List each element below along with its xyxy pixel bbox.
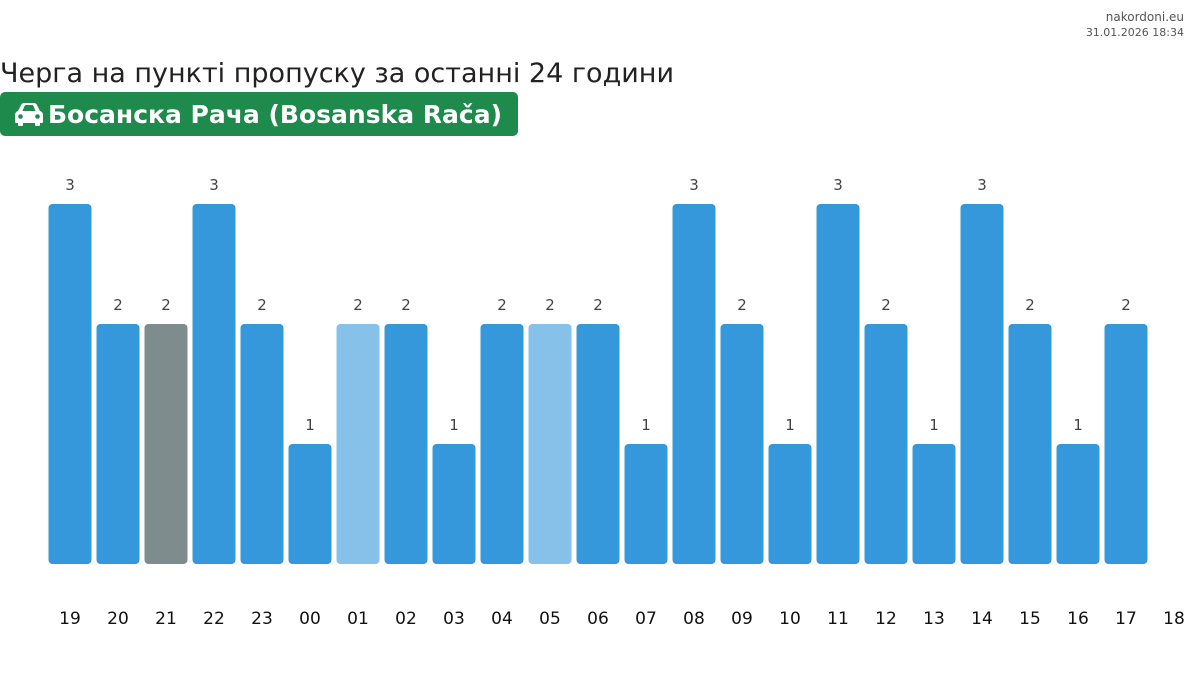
bar-23 bbox=[240, 324, 284, 564]
value-label-15: 2 bbox=[1025, 296, 1035, 314]
bar-17 bbox=[1104, 324, 1148, 564]
x-tick-12: 12 bbox=[875, 609, 897, 629]
x-tick-11: 11 bbox=[827, 609, 849, 629]
value-label-05: 2 bbox=[545, 296, 555, 314]
value-label-17: 2 bbox=[1121, 296, 1131, 314]
x-tick-06: 06 bbox=[587, 609, 609, 629]
x-tick-16: 16 bbox=[1067, 609, 1089, 629]
x-tick-15: 15 bbox=[1019, 609, 1041, 629]
bar-02 bbox=[384, 324, 428, 564]
value-label-19: 3 bbox=[65, 176, 75, 194]
bar-22 bbox=[192, 204, 236, 564]
value-label-10: 1 bbox=[785, 416, 795, 434]
bar-08 bbox=[672, 204, 716, 564]
value-label-09: 2 bbox=[737, 296, 747, 314]
x-tick-13: 13 bbox=[923, 609, 945, 629]
x-tick-02: 02 bbox=[395, 609, 417, 629]
value-label-07: 1 bbox=[641, 416, 651, 434]
bar-20 bbox=[96, 324, 140, 564]
value-label-06: 2 bbox=[593, 296, 603, 314]
bar-03 bbox=[432, 444, 476, 564]
value-label-01: 2 bbox=[353, 296, 363, 314]
bar-00 bbox=[288, 444, 332, 564]
value-label-14: 3 bbox=[977, 176, 987, 194]
x-tick-19: 19 bbox=[59, 609, 81, 629]
value-label-02: 2 bbox=[401, 296, 411, 314]
value-label-20: 2 bbox=[113, 296, 123, 314]
x-tick-09: 09 bbox=[731, 609, 753, 629]
value-label-13: 1 bbox=[929, 416, 939, 434]
bar-10 bbox=[768, 444, 812, 564]
bar-11 bbox=[816, 204, 860, 564]
checkpoint-badge: Босанска Рача (Bosanska Rača) bbox=[0, 92, 519, 136]
source-site: nakordoni.eu bbox=[1105, 10, 1184, 24]
x-tick-10: 10 bbox=[779, 609, 801, 629]
source-info: nakordoni.eu 31.01.2026 18:34 bbox=[1086, 9, 1184, 41]
bar-01 bbox=[336, 324, 380, 564]
x-tick-01: 01 bbox=[347, 609, 369, 629]
value-label-22: 3 bbox=[209, 176, 219, 194]
bar-19 bbox=[48, 204, 92, 564]
bar-12 bbox=[864, 324, 908, 564]
x-tick-17: 17 bbox=[1115, 609, 1137, 629]
value-label-00: 1 bbox=[305, 416, 315, 434]
x-tick-04: 04 bbox=[491, 609, 513, 629]
source-timestamp: 31.01.2026 18:34 bbox=[1085, 26, 1184, 39]
x-tick-20: 20 bbox=[107, 609, 129, 629]
value-label-16: 1 bbox=[1073, 416, 1083, 434]
bar-09 bbox=[720, 324, 764, 564]
value-label-21: 2 bbox=[161, 296, 171, 314]
car-icon bbox=[15, 103, 43, 126]
x-tick-18: 18 bbox=[1163, 609, 1185, 629]
x-tick-00: 00 bbox=[299, 609, 321, 629]
bar-16 bbox=[1056, 444, 1100, 564]
page-title: Черга на пункті пропуску за останні 24 г… bbox=[0, 58, 674, 89]
x-tick-08: 08 bbox=[683, 609, 705, 629]
value-label-23: 2 bbox=[257, 296, 267, 314]
value-label-08: 3 bbox=[689, 176, 699, 194]
value-label-12: 2 bbox=[881, 296, 891, 314]
bar-21 bbox=[144, 324, 188, 564]
checkpoint-name: Босанска Рача (Bosanska Rača) bbox=[48, 99, 503, 129]
x-tick-22: 22 bbox=[203, 609, 225, 629]
bar-14 bbox=[960, 204, 1004, 564]
x-tick-03: 03 bbox=[443, 609, 465, 629]
bar-07 bbox=[624, 444, 668, 564]
value-label-04: 2 bbox=[497, 296, 507, 314]
x-tick-21: 21 bbox=[155, 609, 177, 629]
x-tick-14: 14 bbox=[971, 609, 993, 629]
value-label-11: 3 bbox=[833, 176, 843, 194]
value-label-03: 1 bbox=[449, 416, 459, 434]
x-tick-23: 23 bbox=[251, 609, 273, 629]
bar-13 bbox=[912, 444, 956, 564]
x-tick-07: 07 bbox=[635, 609, 657, 629]
bar-05 bbox=[528, 324, 572, 564]
bar-06 bbox=[576, 324, 620, 564]
x-tick-05: 05 bbox=[539, 609, 561, 629]
bar-15 bbox=[1008, 324, 1052, 564]
bar-04 bbox=[480, 324, 524, 564]
